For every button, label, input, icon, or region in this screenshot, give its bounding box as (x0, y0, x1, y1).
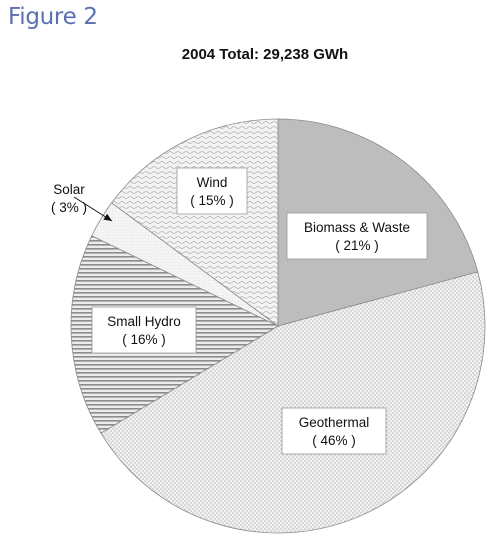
slice-percent-label: ( 21% ) (335, 238, 379, 253)
pie-slice-geothermal (100, 271, 486, 534)
slice-label-wind: Wind ( 15% ) (176, 167, 248, 215)
slice-percent-label: ( 15% ) (190, 193, 234, 208)
chart-title: 2004 Total: 29,238 GWh (181, 46, 349, 63)
slice-label-box (91, 306, 197, 354)
solar-arrowhead (103, 213, 112, 221)
slice-label-geothermal: Geothermal ( 46% ) (281, 407, 387, 455)
slice-name-label: Geothermal (299, 415, 370, 430)
slice-percent-label: ( 46% ) (312, 433, 356, 448)
figure-label: Figure 2 (8, 4, 98, 30)
slice-label-small-hydro: Small Hydro ( 16% ) (91, 306, 197, 354)
slice-label-box (286, 212, 428, 260)
slice-label-biomass-waste: Biomass & Waste ( 21% ) (286, 212, 428, 260)
slice-name-label: Biomass & Waste (304, 220, 410, 235)
slice-label-solar: Solar ( 3% ) (51, 182, 113, 222)
slice-percent-label: ( 3% ) (51, 200, 87, 215)
slice-percent-label: ( 16% ) (122, 332, 166, 347)
slice-label-box (176, 167, 248, 215)
slice-label-box (281, 407, 387, 455)
slice-name-label: Solar (53, 182, 85, 197)
slice-name-label: Wind (197, 175, 228, 190)
slice-name-label: Small Hydro (107, 314, 181, 329)
